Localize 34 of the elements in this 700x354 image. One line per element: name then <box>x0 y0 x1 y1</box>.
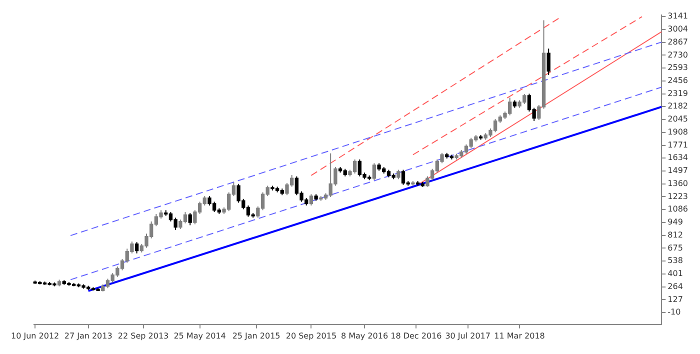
y-tick-label: 127 <box>668 294 683 304</box>
y-tick-label: 2867 <box>668 37 688 46</box>
y-tick-label: 1908 <box>668 127 688 136</box>
y-tick-label: 538 <box>668 256 683 266</box>
y-tick-label: 1223 <box>668 192 688 201</box>
y-tick-label: 1771 <box>668 140 688 150</box>
y-tick-label: 1497 <box>668 166 688 176</box>
x-tick-label: 10 Jun 2012 <box>11 331 60 340</box>
y-tick-label: 401 <box>668 269 683 278</box>
x-tick-label: 25 May 2014 <box>174 331 226 340</box>
y-tick-label: 2319 <box>668 88 688 98</box>
y-tick-label: 2456 <box>668 76 688 86</box>
y-tick-label: 2045 <box>668 114 688 124</box>
y-tick-label: 1360 <box>668 178 688 188</box>
y-tick-label: 2593 <box>668 63 688 72</box>
x-tick-label: 18 Dec 2016 <box>390 331 442 340</box>
x-tick-label: 25 Jan 2015 <box>232 331 280 340</box>
y-tick-label: 3141 <box>668 12 688 21</box>
x-tick-label: 27 Jan 2013 <box>64 331 112 340</box>
y-tick-label: -10 <box>668 308 681 317</box>
y-tick-label: 3004 <box>668 24 688 34</box>
x-tick-label: 20 Sep 2015 <box>286 331 337 340</box>
y-tick-label: 2182 <box>668 102 688 111</box>
y-tick-label: 949 <box>668 218 683 227</box>
y-tick-label: 1634 <box>668 153 688 162</box>
x-tick-label: 8 May 2016 <box>340 331 388 340</box>
y-tick-label: 675 <box>668 243 683 252</box>
x-tick-label: 11 Mar 2018 <box>494 331 545 340</box>
y-tick-label: 812 <box>668 230 683 240</box>
y-tick-label: 1086 <box>668 204 688 214</box>
y-tick-label: 2730 <box>668 50 688 60</box>
y-tick-label: 264 <box>668 282 683 291</box>
x-tick-label: 22 Sep 2013 <box>118 331 169 340</box>
x-tick-label: 30 Jul 2017 <box>445 331 490 340</box>
